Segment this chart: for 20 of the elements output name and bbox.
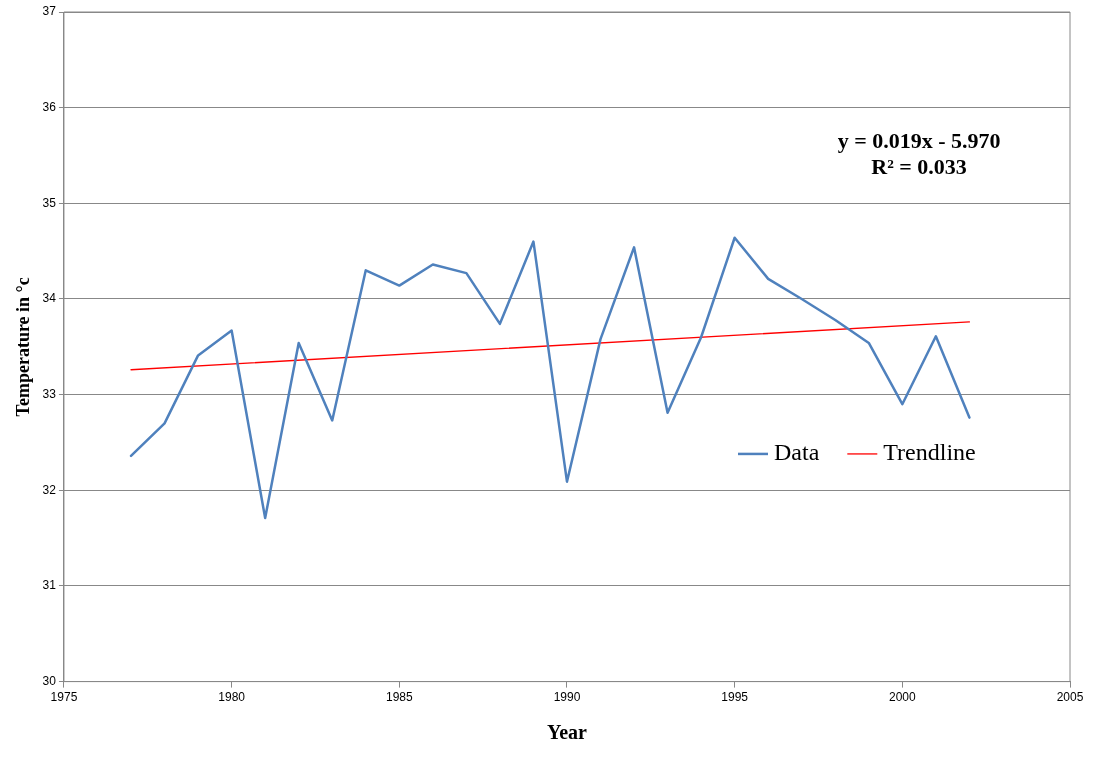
x-tick-label: 1980	[218, 690, 246, 705]
y-tick-label: 35	[42, 195, 57, 210]
annotation: y = 0.019x - 5.970 R² = 0.033	[837, 127, 1001, 179]
y-axis-title: Temperature in °c	[13, 277, 34, 417]
legend-label: Trendline	[883, 439, 976, 466]
y-tick-label: 30	[42, 673, 57, 688]
y-tick-label: 32	[42, 482, 57, 497]
x-tick-label: 1985	[385, 690, 413, 705]
x-axis-title: Year	[546, 721, 588, 744]
x-tick-label: 1995	[721, 690, 749, 705]
x-tick-label: 2000	[888, 690, 916, 705]
x-tick-label: 2005	[1056, 690, 1084, 705]
legend-label: Data	[774, 439, 820, 466]
y-tick-label: 34	[42, 291, 57, 306]
y-tick-label: 33	[42, 386, 57, 401]
x-tick-label: 1990	[553, 690, 581, 705]
y-tick-label: 31	[42, 578, 57, 593]
y-tick-label: 36	[42, 99, 57, 114]
y-tick-label: 37	[42, 4, 57, 19]
x-tick-label: 1975	[50, 690, 78, 705]
